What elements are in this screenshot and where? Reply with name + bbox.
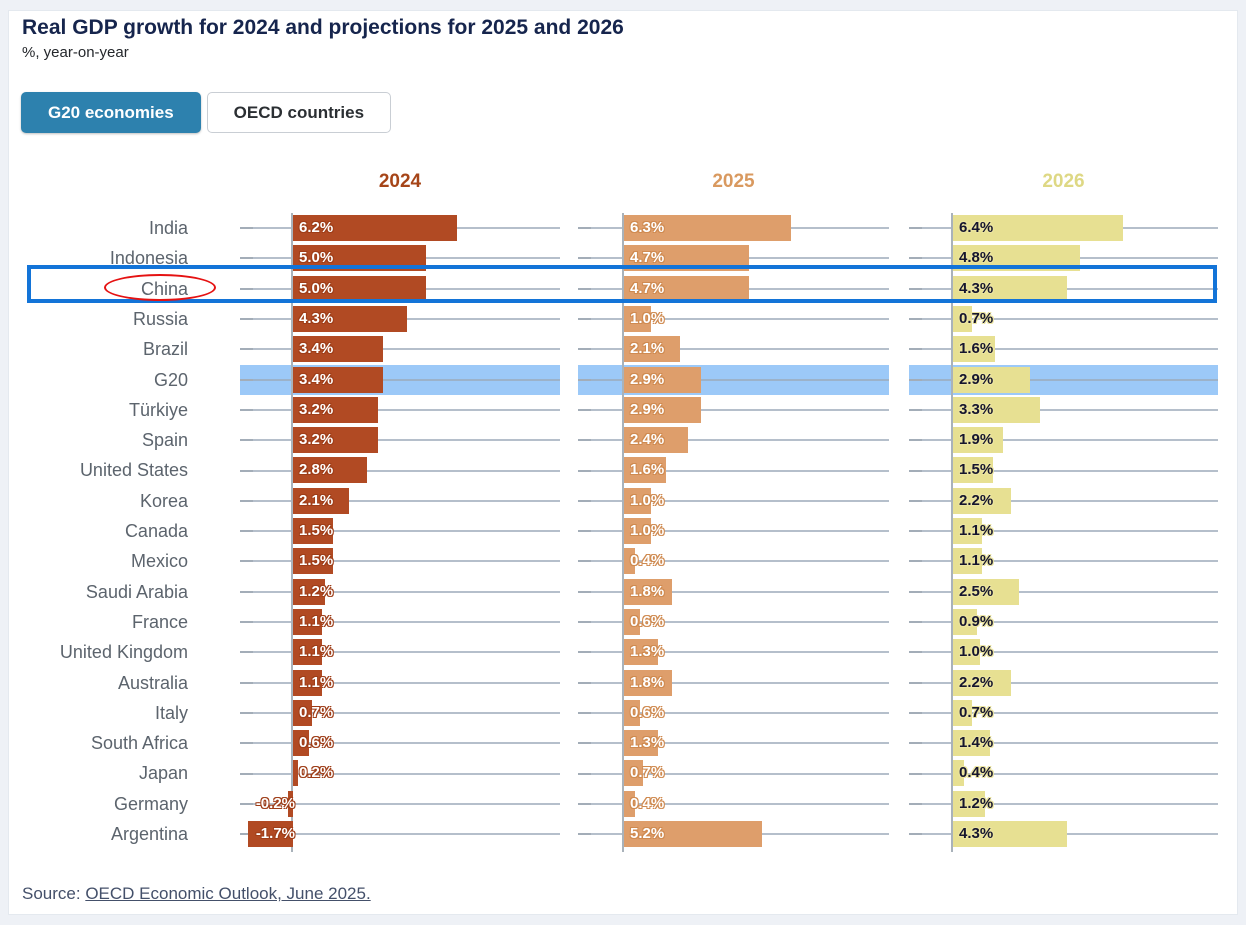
source-link[interactable]: OECD Economic Outlook, June 2025.: [85, 884, 371, 903]
source-line: Source: OECD Economic Outlook, June 2025…: [22, 884, 371, 904]
chart-card: [8, 10, 1238, 915]
source-prefix: Source:: [22, 884, 86, 903]
page-title: Real GDP growth for 2024 and projections…: [22, 16, 624, 39]
tab-bar: G20 economies OECD countries: [21, 92, 397, 133]
tab-g20-economies[interactable]: G20 economies: [21, 92, 201, 133]
tab-oecd-countries[interactable]: OECD countries: [206, 92, 392, 133]
chart-subtitle: %, year-on-year: [22, 44, 129, 61]
